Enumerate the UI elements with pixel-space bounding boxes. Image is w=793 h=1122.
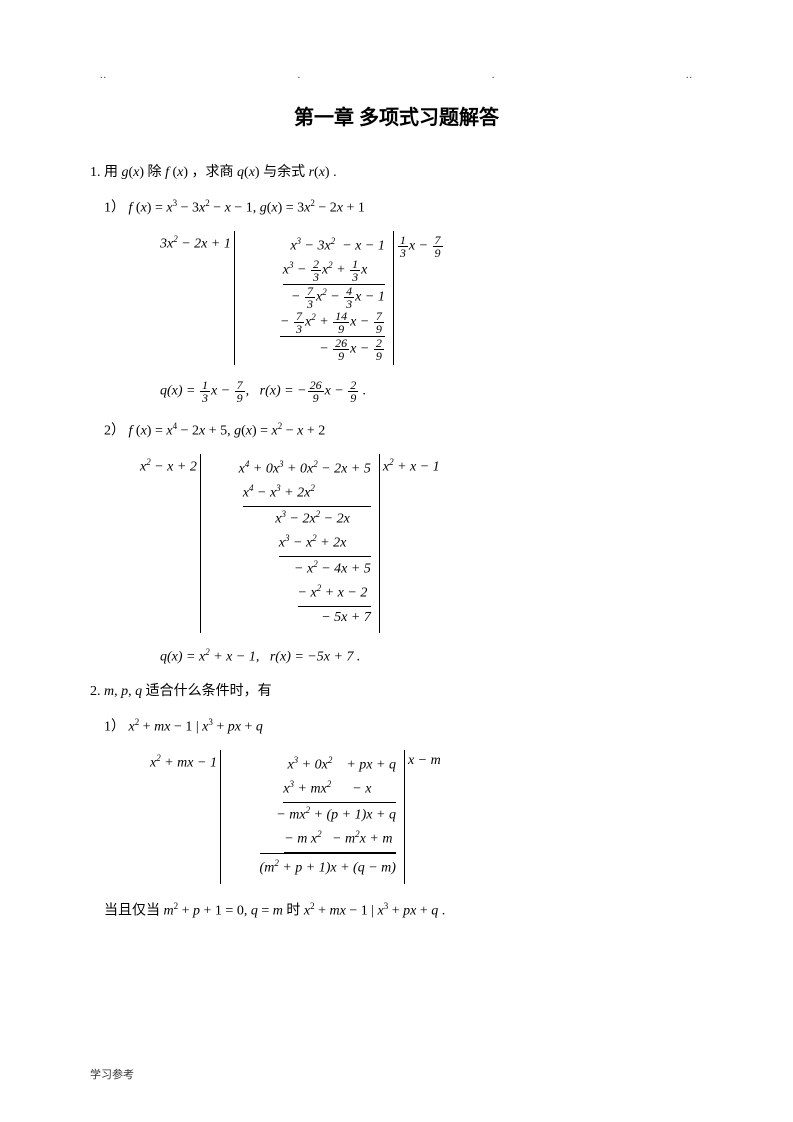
result-1-2: q(x) = x2 + x − 1, r(x) = −5x + 7 . — [160, 647, 703, 666]
footer-text: 学习参考 — [90, 1066, 134, 1082]
dot: .. — [686, 70, 693, 81]
result-1-1: q(x) = 13x − 79, r(x) = −269x − 29 . — [160, 379, 703, 404]
divisor: 3x2 − 2x + 1 — [160, 231, 231, 253]
division-body: x4 + 0x3 + 0x2 − 2x + 5 x4 − x3 + 2x2 x3… — [200, 454, 380, 633]
problem-2-stem: 2. m, p, q 适合什么条件时，有 — [90, 679, 703, 704]
page-title: 第一章 多项式习题解答 — [90, 101, 703, 130]
quotient: x − m — [408, 750, 441, 769]
dot: .. — [100, 70, 107, 81]
long-division-2: x2 − x + 2 x4 + 0x3 + 0x2 − 2x + 5 x4 − … — [140, 454, 703, 633]
divisor: x2 + mx − 1 — [150, 750, 217, 772]
long-division-1: 3x2 − 2x + 1 x3 − 3x2 − x − 1 x3 − 23x2 … — [160, 231, 703, 365]
dot: . — [298, 70, 302, 81]
problem-2-1: 1） x2 + mx − 1 | x3 + px + q — [104, 714, 703, 740]
problem-1-stem: 1. 用 g(x) 除 f (x) ，求商 q(x) 与余式 r(x) . — [90, 160, 703, 185]
problem-1-1: 1） f (x) = x3 − 3x2 − x − 1, g(x) = 3x2 … — [104, 195, 703, 221]
division-body: x3 + 0x2 + px + q x3 + mx2 − x − mx2 + (… — [220, 750, 405, 883]
quotient: x2 + x − 1 — [383, 454, 440, 476]
division-body: x3 − 3x2 − x − 1 x3 − 23x2 + 13x − 73x2 … — [234, 231, 394, 365]
header-dots: .. . . .. — [90, 70, 703, 101]
conclusion-2-1: 当且仅当 m2 + p + 1 = 0, q = m 时 x2 + mx − 1… — [104, 898, 703, 924]
long-division-3: x2 + mx − 1 x3 + 0x2 + px + q x3 + mx2 −… — [150, 750, 703, 883]
divisor: x2 − x + 2 — [140, 454, 197, 476]
quotient: 13x − 79 — [397, 231, 444, 259]
dot: . — [492, 70, 496, 81]
problem-1-2: 2） f (x) = x4 − 2x + 5, g(x) = x2 − x + … — [104, 418, 703, 444]
